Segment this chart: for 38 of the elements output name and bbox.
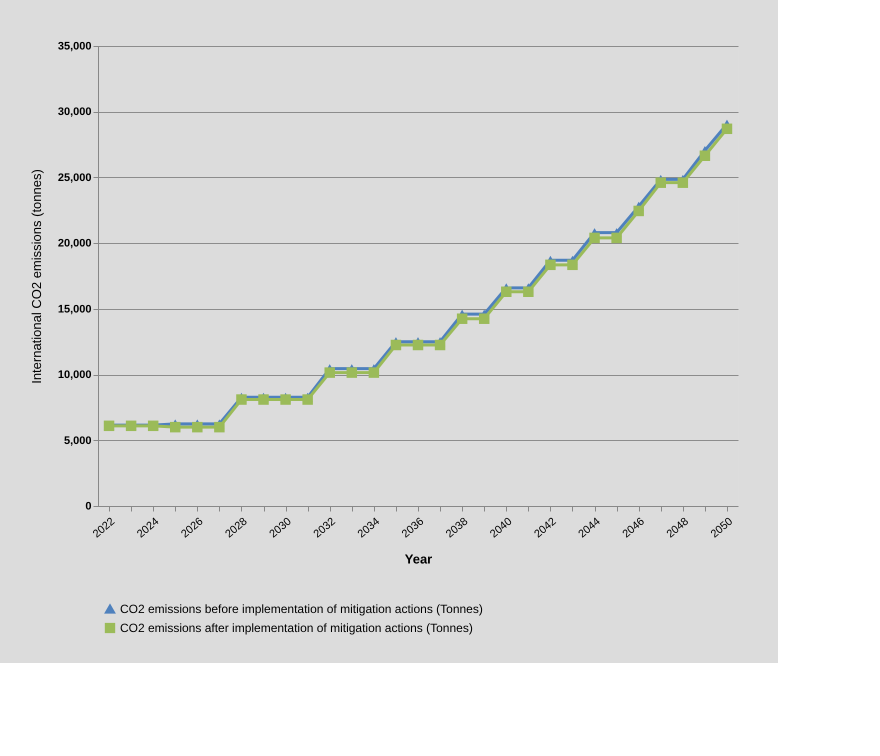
point: [501, 286, 512, 298]
point: [722, 124, 732, 134]
point: [656, 177, 666, 188]
point: [678, 177, 688, 188]
y-axis-title: International CO2 emissions (tonnes): [28, 169, 44, 384]
y-tick-label: 10,000: [58, 369, 92, 382]
point: [589, 232, 600, 244]
point: [258, 394, 269, 405]
point: [567, 260, 578, 270]
point: [324, 367, 335, 378]
point: [214, 422, 225, 432]
point: [478, 313, 490, 324]
legend-label: CO2 emissions before implementation of mitigation actions (Tonnes): [120, 602, 483, 616]
point: [280, 394, 291, 405]
y-tick-label: 35,000: [58, 40, 92, 52]
point: [700, 150, 710, 161]
point: [368, 367, 380, 378]
point: [192, 422, 203, 432]
y-tick-label: 25,000: [58, 172, 92, 184]
y-tick-label: 30,000: [58, 106, 92, 118]
legend-label: CO2 emissions after implementation of mitigation actions (Tonnes): [120, 621, 473, 635]
point: [390, 340, 402, 350]
y-tick-label: 20,000: [58, 238, 92, 250]
point: [611, 232, 622, 244]
point: [412, 340, 424, 350]
point: [633, 206, 644, 216]
point: [434, 340, 446, 350]
point: [346, 367, 358, 378]
point: [302, 394, 313, 405]
y-tick-label: 15,000: [58, 303, 92, 316]
y-tick-label: 0: [85, 500, 92, 512]
point: [523, 286, 534, 298]
y-tick-label: 5,000: [64, 434, 92, 447]
point: [236, 394, 247, 405]
x-axis-title: Year: [404, 552, 432, 567]
point: [170, 422, 180, 432]
point: [456, 313, 468, 324]
point: [545, 260, 556, 270]
